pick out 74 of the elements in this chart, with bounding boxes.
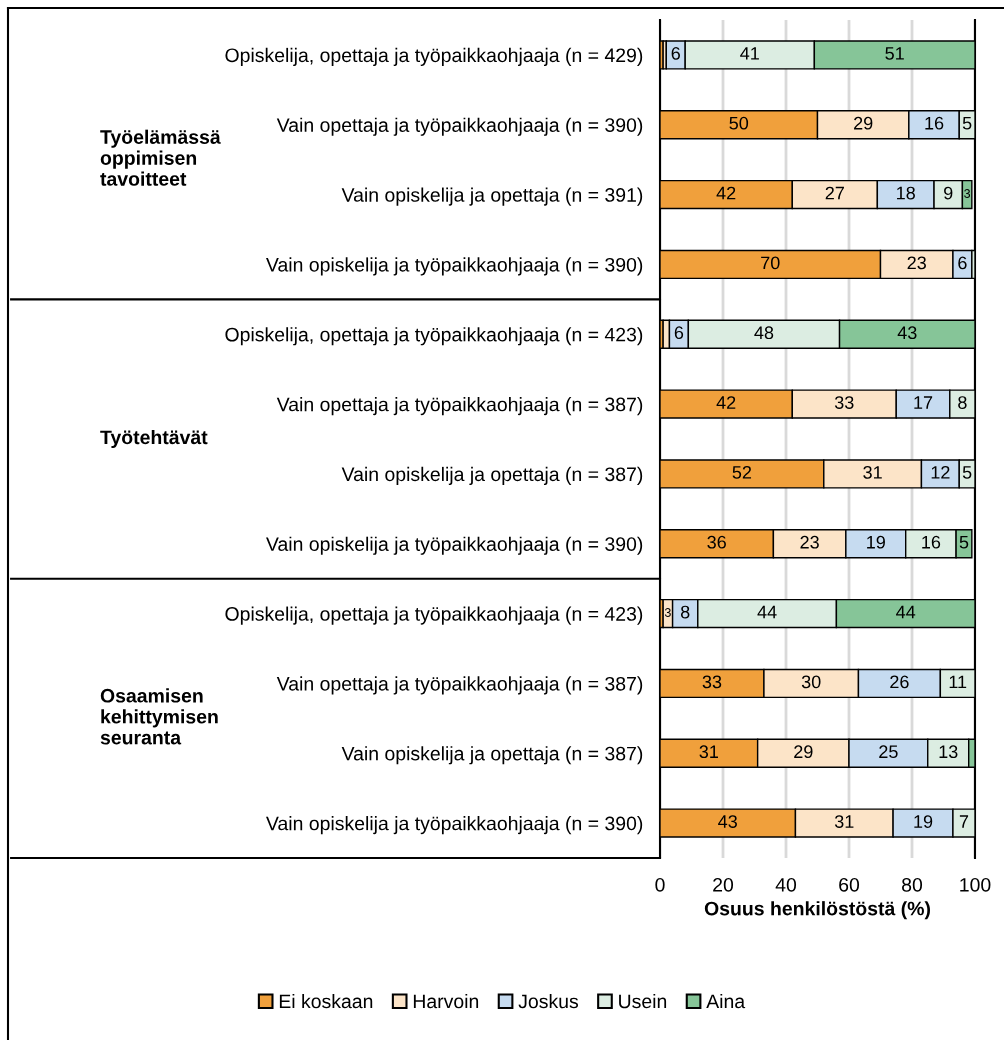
text: Työtehtävät <box>100 429 208 449</box>
data-label: 16 <box>922 535 941 549</box>
y-tick-label: Opiskelija, opettaja ja työpaikkaohjaaja (n = 423) <box>225 606 643 625</box>
data-label: 31 <box>863 465 882 479</box>
data-label: 6 <box>958 256 967 270</box>
data-label: 18 <box>897 186 915 200</box>
data-label: 23 <box>800 535 819 549</box>
legend-label: Harvoin <box>413 993 479 1009</box>
data-label: 50 <box>729 116 749 130</box>
data-label: 30 <box>801 675 821 689</box>
data-label: 26 <box>890 675 909 689</box>
x-tick-label: 60 <box>839 877 860 892</box>
x-tick-label: 100 <box>960 877 991 892</box>
data-label: 6 <box>671 46 680 60</box>
data-label: 41 <box>740 47 759 60</box>
x-tick-label: 80 <box>902 877 923 892</box>
x-axis-title: Osuus henkilöstöstä (%) <box>704 901 930 920</box>
y-tick-label: Vain opettaja ja työpaikkaohjaaja (n = 387) <box>276 397 643 416</box>
data-label: 8 <box>680 605 690 619</box>
data-label: 3 <box>964 189 971 198</box>
y-tick-label: Vain opiskelija ja työpaikkaohjaaja (n = 390) <box>266 816 643 835</box>
data-label: 33 <box>702 675 722 689</box>
data-label: 29 <box>794 745 813 759</box>
data-label: 5 <box>959 536 969 549</box>
data-label: 7 <box>959 815 969 828</box>
data-label: 19 <box>867 535 885 549</box>
data-label: 25 <box>879 745 898 759</box>
data-label: 27 <box>825 186 844 200</box>
data-label: 19 <box>914 815 933 828</box>
data-label: 23 <box>907 256 926 270</box>
data-label: 33 <box>834 396 854 409</box>
data-label: 44 <box>896 605 916 619</box>
y-tick-label: Opiskelija, opettaja ja työpaikkaohjaaja (n = 429) <box>225 47 643 66</box>
data-label: 3 <box>664 608 671 617</box>
y-tick-label: Vain opettaja ja työpaikkaohjaaja (n = 390) <box>276 117 643 136</box>
data-label: 5 <box>962 466 972 479</box>
data-label: 17 <box>914 396 933 409</box>
y-tick-label: Vain opiskelija ja opettaja (n = 387) <box>341 466 643 485</box>
data-label: 29 <box>854 116 873 130</box>
data-label: 31 <box>834 815 854 828</box>
x-tick-label: 40 <box>775 877 797 892</box>
data-label: 44 <box>757 605 777 619</box>
data-label: 42 <box>716 186 736 200</box>
data-label: 43 <box>897 326 917 340</box>
data-label: 12 <box>931 465 950 479</box>
text: Työelämässä oppimisen tavoitteet <box>100 129 221 186</box>
legend-label: Ei koskaan <box>279 993 373 1009</box>
data-label: 70 <box>761 256 780 270</box>
y-tick-label: Vain opiskelija ja työpaikkaohjaaja (n = 390) <box>266 536 643 555</box>
data-label: 43 <box>718 815 737 828</box>
data-label: 13 <box>939 745 958 759</box>
data-label: 9 <box>944 186 953 200</box>
y-tick-label: Vain opiskelija ja opettaja (n = 391) <box>341 187 643 206</box>
y-tick-label: Opiskelija, opettaja ja työpaikkaohjaaja (n = 423) <box>225 327 643 346</box>
data-label: 48 <box>754 326 774 340</box>
text: Osaamisen kehittymisen seuranta <box>100 688 218 745</box>
data-label: 16 <box>925 116 944 130</box>
legend-label: Aina <box>706 993 746 1009</box>
y-tick-label: Vain opiskelija ja opettaja (n = 387) <box>341 746 643 765</box>
data-label: 42 <box>716 396 736 409</box>
x-tick-label: 0 <box>655 877 665 892</box>
data-label: 51 <box>885 47 904 60</box>
data-label: 52 <box>732 465 752 479</box>
data-label: 36 <box>707 535 726 549</box>
data-label: 8 <box>958 396 967 409</box>
data-label: 6 <box>674 326 684 340</box>
data-label: 31 <box>699 745 718 759</box>
data-label: 11 <box>949 675 967 689</box>
legend-label: Usein <box>619 993 667 1009</box>
legend-label: Joskus <box>518 993 579 1009</box>
y-tick-label: Vain opettaja ja työpaikkaohjaaja (n = 387) <box>276 676 643 695</box>
data-label: 5 <box>962 117 972 130</box>
x-tick-label: 20 <box>713 877 734 892</box>
y-tick-label: Vain opiskelija ja työpaikkaohjaaja (n = 390) <box>266 257 643 276</box>
